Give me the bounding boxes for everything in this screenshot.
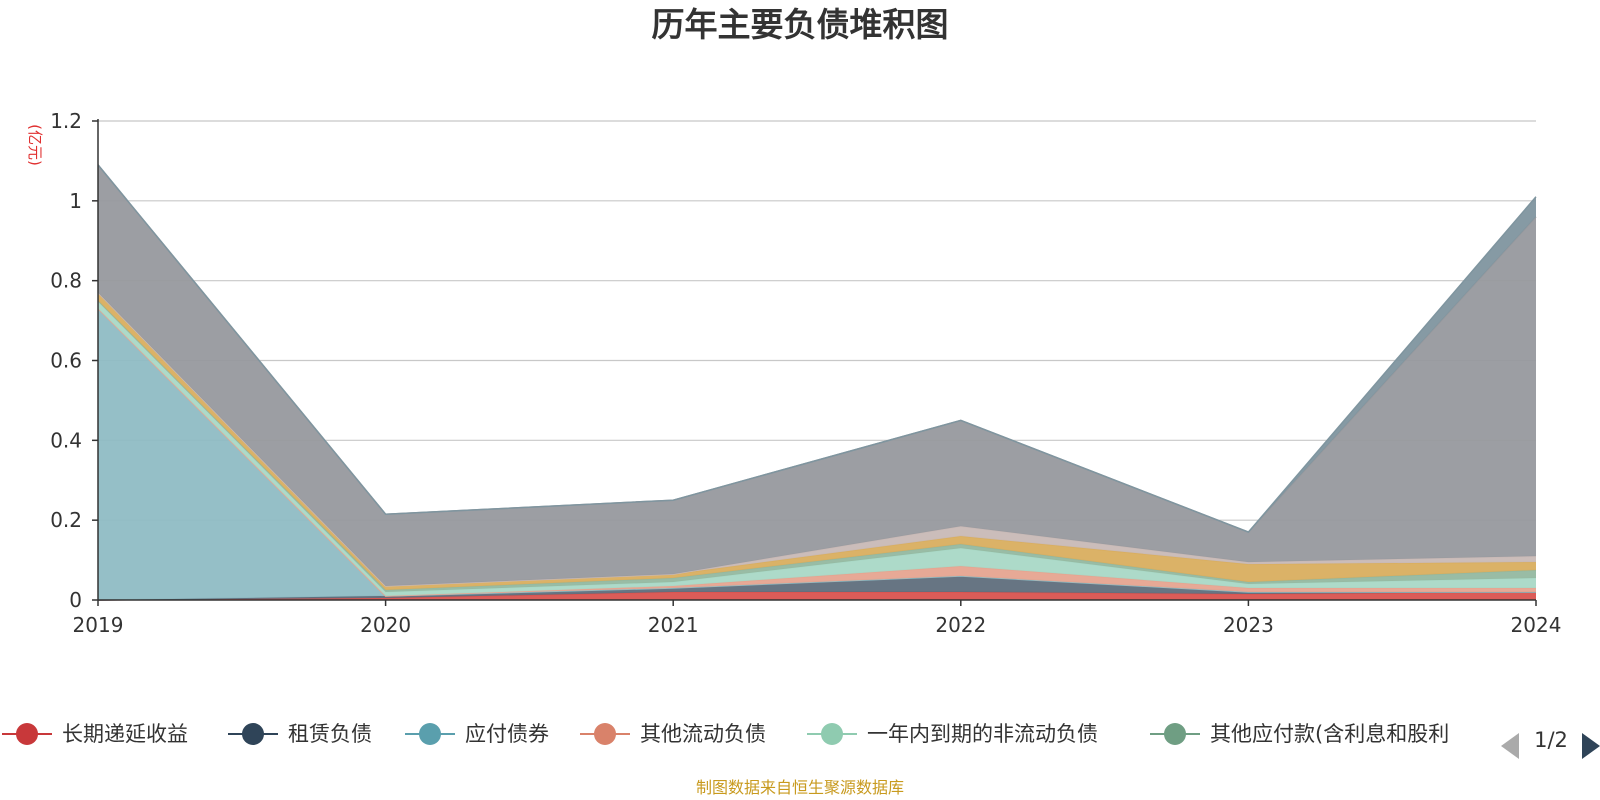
legend-label: 应付债券	[465, 722, 549, 746]
y-tick-label: 1.2	[50, 109, 82, 133]
area-series	[97, 164, 1537, 601]
data-source-note: 制图数据来自恒生聚源数据库	[696, 778, 904, 797]
x-tick-label: 2024	[1511, 613, 1562, 637]
legend-item[interactable]: 一年内到期的非流动负债	[807, 722, 1098, 746]
x-tick-label: 2019	[73, 613, 124, 637]
area-series-8	[98, 164, 1536, 586]
legend-swatch-dot	[821, 723, 843, 745]
legend-page-indicator: 1/2	[1534, 728, 1568, 752]
legend-label: 长期递延收益	[62, 722, 188, 746]
legend-prev-icon[interactable]	[1501, 733, 1519, 759]
x-axis-ticks: 2019 2020 2021 2022 2023 2024	[73, 600, 1562, 637]
legend-item[interactable]: 租赁负债	[228, 722, 372, 746]
x-tick-label: 2023	[1223, 613, 1274, 637]
legend-swatch-dot	[419, 723, 441, 745]
x-tick-label: 2020	[360, 613, 411, 637]
y-tick-label: 1	[69, 189, 82, 213]
legend-label: 其他应付款(含利息和股利	[1210, 722, 1449, 746]
legend-swatch-dot	[1164, 723, 1186, 745]
legend-item[interactable]: 应付债券	[405, 722, 549, 746]
legend-swatch-dot	[16, 723, 38, 745]
legend-pager: 1/2	[1501, 728, 1600, 759]
area-series-2	[98, 308, 1536, 600]
y-tick-label: 0.2	[50, 508, 82, 532]
legend-item[interactable]: 其他应付款(含利息和股利	[1150, 722, 1449, 746]
chart-title: 历年主要负债堆积图	[652, 5, 949, 44]
x-tick-label: 2022	[935, 613, 986, 637]
legend-label: 租赁负债	[288, 722, 372, 746]
legend-item[interactable]: 其他流动负债	[580, 722, 766, 746]
legend-swatch-dot	[242, 723, 264, 745]
legend-swatch-dot	[594, 723, 616, 745]
area-series-line-9	[97, 164, 1537, 533]
legend-label: 一年内到期的非流动负债	[867, 722, 1098, 746]
x-tick-label: 2021	[648, 613, 699, 637]
y-tick-label: 0.6	[50, 349, 82, 373]
y-tick-label: 0.4	[50, 428, 82, 452]
y-axis-unit: (亿元)	[26, 124, 44, 166]
legend-item[interactable]: 长期递延收益	[2, 722, 188, 746]
legend-label: 其他流动负债	[640, 722, 766, 746]
y-tick-label: 0.8	[50, 269, 82, 293]
legend: 长期递延收益 租赁负债 应付债券 其他流动负债 一年内到期的非流动负债 其他应付款(含利息…	[2, 722, 1449, 746]
area-series-1	[98, 576, 1536, 600]
legend-next-icon[interactable]	[1582, 733, 1600, 759]
y-axis-ticks: 0 0.2 0.4 0.6 0.8 1 1.2	[50, 109, 98, 612]
y-tick-label: 0	[69, 588, 82, 612]
